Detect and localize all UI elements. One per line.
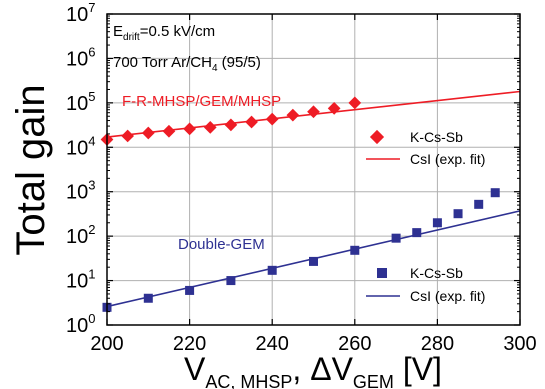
square-point — [474, 199, 484, 209]
diamond-point — [121, 129, 135, 143]
y-tick-label: 101 — [66, 267, 95, 293]
legend-mhsp: K-Cs-Sb CsI (exp. fit) — [366, 129, 485, 167]
diamond-point — [265, 112, 279, 126]
x-tick-label: 220 — [173, 333, 206, 355]
diamond-point — [327, 102, 341, 115]
square-point — [267, 265, 277, 275]
gas-annotation: 700 Torr Ar/CH4 (95/5) — [113, 54, 261, 74]
plot-frame — [106, 13, 521, 326]
square-point — [391, 233, 401, 243]
drift-field-annotation: Edrift=0.5 kV/cm — [113, 23, 215, 43]
y-tick-label: 105 — [66, 89, 95, 115]
square-point — [309, 256, 318, 266]
diamond-point — [286, 108, 300, 122]
x-tick-label: 260 — [338, 333, 371, 355]
y-tick-label: 100 — [66, 311, 95, 337]
group-label-mhsp: F-R-MHSP/GEM/MHSP — [122, 93, 281, 110]
y-tick-label: 102 — [66, 222, 95, 248]
x-tick-label: 240 — [256, 333, 289, 355]
legend-square-marker — [377, 268, 387, 278]
x-tick-label: 300 — [503, 333, 536, 355]
legend-mhsp-fit-label: CsI (exp. fit) — [410, 151, 485, 167]
diamond-point — [348, 96, 362, 110]
legend-gem-points-label: K-Cs-Sb — [410, 265, 463, 281]
square-point — [185, 285, 195, 295]
y-axis-title: Total gain — [9, 84, 53, 255]
x-tick-label: 280 — [421, 333, 454, 355]
y-tick-label: 106 — [66, 44, 95, 70]
square-point — [226, 276, 236, 286]
diamond-point — [203, 121, 217, 134]
square-point — [412, 228, 422, 238]
data-points — [100, 96, 500, 312]
y-tick-label: 107 — [66, 0, 95, 26]
legend-gem-fit-label: CsI (exp. fit) — [410, 288, 485, 304]
diamond-point — [141, 126, 155, 140]
square-point — [453, 209, 463, 219]
legend-diamond-marker — [369, 129, 385, 145]
square-point — [143, 293, 153, 303]
square-point — [490, 188, 500, 198]
group-label-double-gem: Double-GEM — [178, 236, 265, 253]
diamond-point — [183, 122, 196, 136]
legend-mhsp-points-label: K-Cs-Sb — [410, 129, 463, 145]
x-tick-label: 200 — [90, 333, 123, 355]
y-tick-label: 103 — [66, 178, 95, 204]
legend-double-gem: K-Cs-Sb CsI (exp. fit) — [366, 265, 485, 304]
square-point — [350, 245, 360, 255]
grid — [107, 14, 520, 325]
y-tick-label: 104 — [66, 133, 95, 159]
diamond-point — [245, 115, 258, 129]
tick-labels: 200 220 240 260 280 300 100 101 102 103 104 105 106 1… — [66, 0, 537, 355]
square-point — [432, 218, 442, 228]
diamond-point — [224, 118, 238, 132]
x-axis-title: VAC, MHSP, ΔVGEM [V] — [184, 351, 442, 389]
diamond-point — [307, 105, 320, 119]
diamond-point — [162, 124, 176, 138]
